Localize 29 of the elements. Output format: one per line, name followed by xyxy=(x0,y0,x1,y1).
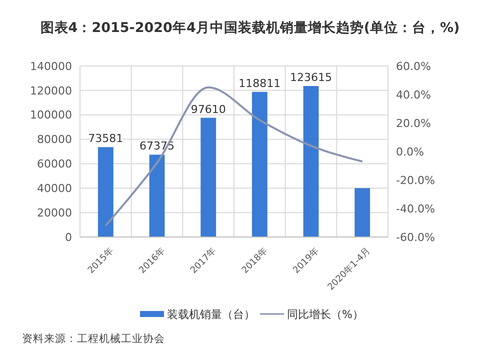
y2-tick-label: 0.0% xyxy=(396,145,424,158)
bar xyxy=(252,92,268,237)
y2-tick-label: 40.0% xyxy=(396,88,431,102)
y2-tick-label: -40.0% xyxy=(396,202,435,216)
y-tick-label: 100000 xyxy=(30,108,72,122)
bar xyxy=(200,118,216,237)
y-tick-label: 0 xyxy=(65,230,72,244)
text: 资料来源：工程机械工业协会 xyxy=(22,332,165,345)
y-tick-label: 40000 xyxy=(37,182,72,195)
y-tick-label: 60000 xyxy=(37,158,72,171)
y2-tick-label: -60.0% xyxy=(396,230,435,244)
bar xyxy=(149,154,165,237)
y2-tick-label: -20.0% xyxy=(396,174,435,187)
y-tick-label: 120000 xyxy=(30,84,72,98)
y-tick-label: 80000 xyxy=(37,133,72,146)
data-label: 123615 xyxy=(290,71,332,84)
y2-tick-label: 60.0% xyxy=(396,60,431,73)
legend-label: 装载机销量（台） xyxy=(167,308,255,321)
y2-tick-label: 20.0% xyxy=(396,116,431,130)
y-tick-label: 140000 xyxy=(30,60,72,73)
data-label: 118811 xyxy=(238,76,281,90)
legend-label: 同比增长（%） xyxy=(287,308,364,321)
data-label: 97610 xyxy=(190,102,226,116)
data-label: 73581 xyxy=(88,132,124,146)
y-tick-label: 20000 xyxy=(37,206,72,220)
bar xyxy=(303,86,319,237)
bar xyxy=(98,147,114,237)
chart-title: 图表4：2015-2020年4月中国装载机销量增长趋势(单位：台，%) xyxy=(40,20,460,36)
bar xyxy=(354,188,370,237)
